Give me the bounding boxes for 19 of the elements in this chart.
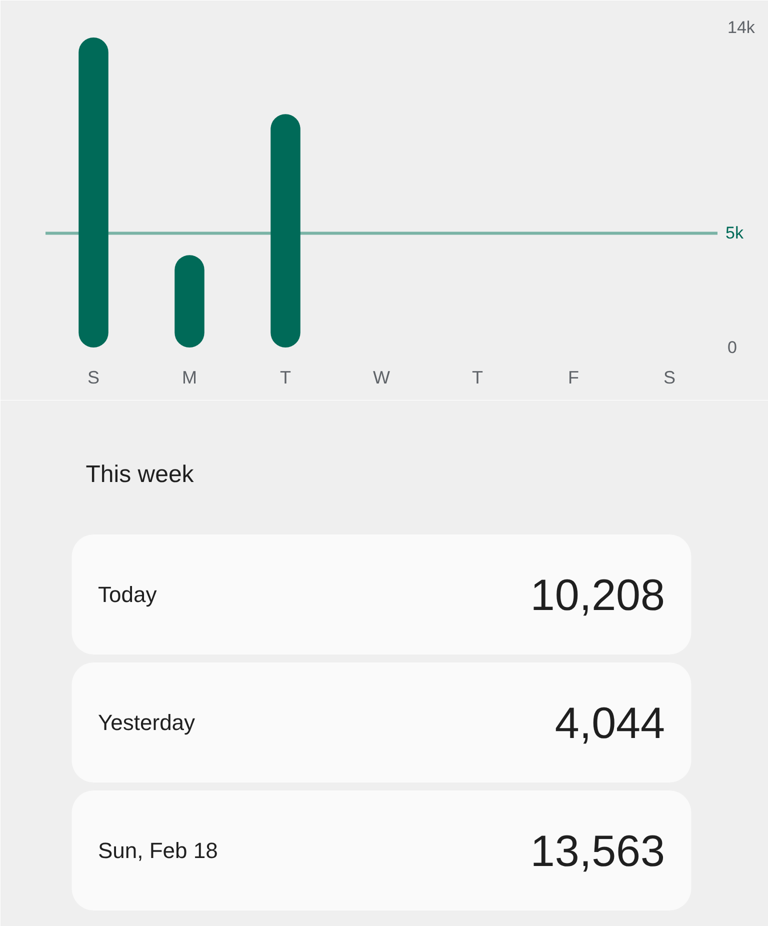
x-tick-label: S xyxy=(87,368,100,388)
x-tick-label: S xyxy=(663,368,676,388)
category-label: Today xyxy=(98,582,157,607)
x-tick-label: M xyxy=(182,368,198,388)
y-tick-label: 0 xyxy=(728,338,737,357)
x-tick-label: T xyxy=(472,368,483,388)
data-label: 13,563 xyxy=(530,827,665,876)
category-label: Yesterday xyxy=(98,710,196,735)
text: This week xyxy=(86,461,195,488)
x-tick-label: W xyxy=(373,368,390,388)
data-label: 10,208 xyxy=(530,571,665,620)
x-tick-label: T xyxy=(280,368,291,388)
bar xyxy=(270,114,300,348)
category-label: Sun, Feb 18 xyxy=(98,838,218,863)
y-tick-label: 14k xyxy=(728,18,756,37)
x-tick-label: F xyxy=(568,368,579,388)
ref-line-label: 5k xyxy=(726,224,744,243)
bar xyxy=(78,37,108,348)
data-label: 4,044 xyxy=(554,699,665,748)
